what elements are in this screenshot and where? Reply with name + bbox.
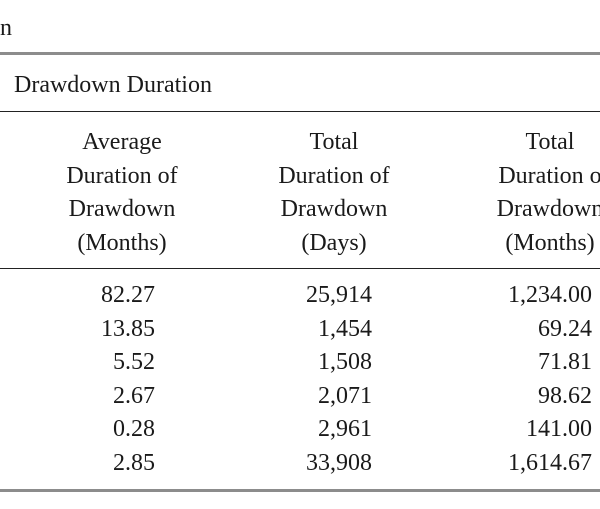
table-cell: 1,234.00: [508, 282, 592, 308]
column-header-avg-duration-months: Average Duration of Drawdown (Months): [50, 126, 194, 260]
table-cell: 1,454: [318, 315, 372, 342]
table-cell: 2.85: [113, 449, 155, 476]
group-header: Drawdown Duration: [14, 72, 212, 98]
column-header-total-duration-days: Total Duration of Drawdown (Days): [262, 126, 406, 260]
header-line: Total: [309, 129, 359, 155]
data-column-avg-duration-months: 82.27 13.85 5.52 2.67 0.28 2.85: [101, 279, 155, 480]
table-cell: 33,908: [306, 449, 372, 476]
header-line: Duration o: [498, 162, 600, 189]
table-title-fragment: n: [0, 15, 12, 41]
header-line: Drawdown: [68, 196, 176, 222]
table-cell: 82.27: [101, 282, 155, 308]
header-line: Average: [82, 129, 162, 155]
header-line: Drawdown: [496, 196, 600, 222]
header-line: Total: [525, 129, 575, 155]
table-cell: 71.81: [538, 349, 592, 375]
table-cell: 2,071: [318, 382, 372, 409]
header-line: (Months): [505, 229, 595, 256]
table-cell: 1,508: [318, 349, 372, 375]
table-cell: 2,961: [318, 416, 372, 442]
table-cell: 2.67: [113, 382, 155, 409]
header-line: (Days): [301, 229, 367, 256]
column-header-total-duration-months: Total Duration o Drawdown (Months): [470, 126, 600, 260]
header-rule: [0, 268, 600, 269]
data-column-total-duration-days: 25,914 1,454 1,508 2,071 2,961 33,908: [306, 279, 372, 480]
header-line: Duration of: [66, 162, 178, 189]
header-line: (Months): [77, 229, 167, 256]
table-cell: 98.62: [538, 382, 592, 409]
table-cell: 141.00: [526, 416, 592, 442]
table-cell: 69.24: [538, 315, 592, 342]
table-cell: 25,914: [306, 282, 372, 308]
group-rule: [0, 111, 600, 112]
data-column-total-duration-months: 1,234.00 69.24 71.81 98.62 141.00 1,614.…: [508, 279, 592, 480]
header-line: Duration of: [278, 162, 390, 189]
bottom-rule: [0, 489, 600, 492]
table-cell: 5.52: [113, 349, 155, 375]
table-cell: 0.28: [113, 416, 155, 442]
header-line: Drawdown: [280, 196, 388, 222]
table-cell: 1,614.67: [508, 449, 592, 476]
table-cell: 13.85: [101, 315, 155, 342]
top-rule: [0, 52, 600, 55]
